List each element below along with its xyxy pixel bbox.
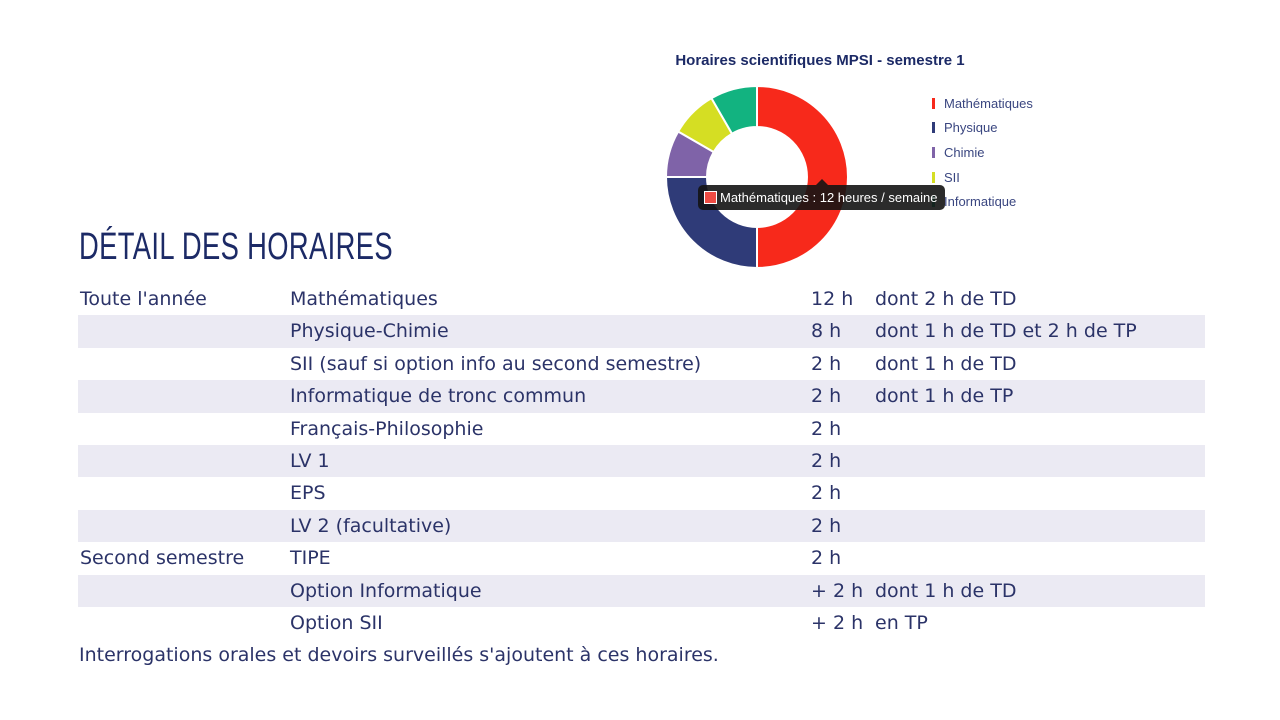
table-row: Informatique de tronc commun 2 h dont 1 h … bbox=[78, 380, 1205, 413]
hours-cell: 2 h bbox=[811, 449, 842, 472]
footnote: Interrogations orales et devoirs surveil… bbox=[79, 644, 719, 666]
hours-cell: 2 h bbox=[811, 352, 842, 375]
table-row: Toute l'année Mathématiques 12 h dont 2 h d… bbox=[78, 283, 1205, 315]
subject-cell: Français-Philosophie bbox=[290, 417, 484, 440]
subject-cell: Physique-Chimie bbox=[290, 320, 449, 343]
period-cell: Second semestre bbox=[80, 547, 245, 570]
donut-chart bbox=[664, 84, 849, 270]
subject-cell: SII (sauf si option info au second semes… bbox=[290, 352, 702, 375]
subject-cell: TIPE bbox=[290, 547, 331, 570]
table-row: SII (sauf si option info au second semes… bbox=[78, 348, 1205, 380]
hours-cell: 2 h bbox=[811, 385, 842, 408]
tooltip-text: Mathématiques : 12 heures / semaine bbox=[720, 190, 938, 205]
detail-cell: dont 2 h de TD bbox=[875, 288, 1017, 310]
table-row: Option SII + 2 h en TP bbox=[78, 607, 1205, 639]
legend-item[interactable]: SII bbox=[932, 165, 1033, 190]
subject-cell: Informatique de tronc commun bbox=[290, 385, 587, 408]
legend-item[interactable]: Physique bbox=[932, 116, 1033, 141]
legend-label: Chimie bbox=[944, 144, 985, 160]
table-row: EPS 2 h bbox=[78, 477, 1205, 509]
chart-legend: Mathématiques Physique Chimie SII Informatiq… bbox=[932, 91, 1033, 214]
legend-swatch bbox=[932, 146, 935, 158]
detail-cell: dont 1 h de TD et 2 h de TP bbox=[875, 320, 1137, 343]
hours-cell: 12 h bbox=[811, 288, 854, 310]
detail-cell: dont 1 h de TD bbox=[875, 579, 1017, 602]
hours-cell: 2 h bbox=[811, 417, 842, 440]
legend-item[interactable]: Chimie bbox=[932, 140, 1033, 165]
donut-slice-informatique[interactable] bbox=[710, 84, 758, 136]
table-row: LV 1 2 h bbox=[78, 444, 1205, 478]
legend-swatch bbox=[932, 122, 935, 134]
period-cell: Toute l'année bbox=[80, 288, 207, 310]
subject-cell: EPS bbox=[290, 482, 326, 505]
table-row: Second semestre TIPE 2 h bbox=[78, 542, 1205, 574]
section-heading: DÉTAIL DES HORAIRES bbox=[79, 226, 393, 268]
subject-cell: Option SII bbox=[290, 611, 383, 634]
subject-cell: LV 1 bbox=[290, 449, 330, 472]
legend-label: Mathématiques bbox=[944, 95, 1033, 111]
detail-cell: dont 1 h de TP bbox=[875, 385, 1014, 408]
subject-cell: Mathématiques bbox=[290, 288, 438, 310]
hours-cell: 2 h bbox=[811, 547, 842, 570]
hours-cell: + 2 h bbox=[811, 579, 864, 602]
hours-cell: + 2 h bbox=[811, 611, 864, 634]
detail-cell: dont 1 h de TD bbox=[875, 352, 1017, 375]
chart-tooltip: Mathématiques : 12 heures / semaine bbox=[698, 179, 945, 210]
table-row: Français-Philosophie 2 h bbox=[78, 413, 1205, 445]
chart-title: Horaires scientifiques MPSI - semestre 1 bbox=[675, 52, 965, 69]
legend-label: SII bbox=[944, 169, 960, 185]
table-row: LV 2 (facultative) 2 h bbox=[78, 509, 1205, 543]
legend-label: Informatique bbox=[944, 194, 1017, 210]
table-row: Option Informatique + 2 h dont 1 h de TD bbox=[78, 574, 1205, 607]
subject-cell: LV 2 (facultative) bbox=[290, 514, 452, 537]
hours-cell: 8 h bbox=[811, 320, 842, 343]
schedule-table: Toute l'année Mathématiques 12 h dont 2 h d… bbox=[78, 283, 1205, 639]
detail-cell: en TP bbox=[875, 611, 928, 634]
tooltip-swatch bbox=[704, 191, 717, 204]
legend-item[interactable]: Informatique bbox=[932, 189, 1033, 214]
legend-swatch bbox=[932, 171, 935, 183]
legend-label: Physique bbox=[944, 120, 998, 136]
hours-cell: 2 h bbox=[811, 514, 842, 537]
legend-item[interactable]: Mathématiques bbox=[932, 91, 1033, 116]
hours-cell: 2 h bbox=[811, 482, 842, 505]
table-row: Physique-Chimie 8 h dont 1 h de TD et 2 h … bbox=[78, 315, 1205, 348]
legend-swatch bbox=[932, 97, 935, 109]
subject-cell: Option Informatique bbox=[290, 579, 482, 602]
donut-slice-mathematiques[interactable] bbox=[756, 84, 849, 270]
